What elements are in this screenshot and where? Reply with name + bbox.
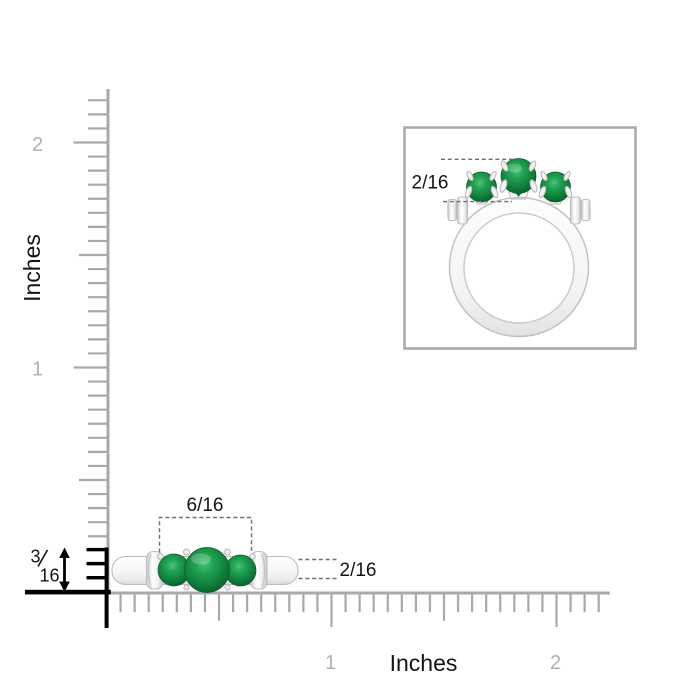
prong <box>538 185 547 199</box>
prong <box>563 170 571 182</box>
prong <box>466 170 474 182</box>
stone-highlight <box>506 163 522 173</box>
stones-width-dashed-box <box>158 516 253 553</box>
right-collar-detail <box>261 553 266 588</box>
prong-nub <box>224 548 231 556</box>
inset-emerald-right <box>540 171 571 203</box>
prong-nub <box>224 584 231 591</box>
prong-nub <box>249 553 256 560</box>
prong-nub <box>157 553 164 560</box>
band-thickness-label: 2/16 <box>340 560 377 581</box>
prong <box>489 170 497 182</box>
black-tick <box>86 576 108 580</box>
ring-shank-inner <box>463 212 575 324</box>
black-tick <box>86 561 108 566</box>
stone-highlight <box>191 553 211 565</box>
ring-shoulders <box>447 196 591 225</box>
profile-height-denominator: 16 <box>39 566 59 586</box>
inset-head-height-measurement: 2/16 <box>412 158 516 203</box>
height-scale-marks <box>25 547 111 628</box>
prong-nub <box>183 584 190 591</box>
horizontal-ruler-unit-label: Inches <box>390 650 458 676</box>
vertical-ruler-label-2: 2 <box>32 134 43 156</box>
shoulder-step <box>456 196 469 225</box>
black-tick <box>86 547 108 552</box>
band-thickness-measurement: 2/16 <box>298 558 377 581</box>
profile-height-measurement: 3 16 <box>30 547 70 592</box>
horizontal-ruler-label-1: 1 <box>325 652 336 674</box>
prong-nub <box>183 548 190 556</box>
prong <box>529 179 538 193</box>
vertical-ruler-unit-label: Inches <box>19 234 45 302</box>
left-collar-detail <box>147 553 152 588</box>
vertical-ruler-ticks <box>73 99 108 580</box>
height-arrow-head-up <box>59 547 70 558</box>
prong <box>499 179 508 193</box>
inset-prongs <box>464 160 573 199</box>
black-axis-vertical <box>104 547 109 628</box>
shoulder-step <box>447 198 458 222</box>
black-axis-baseline <box>25 589 111 595</box>
prong <box>490 185 499 199</box>
horizontal-ruler-label-2: 2 <box>550 652 561 674</box>
horizontal-ruler-ticks <box>119 594 600 628</box>
shoulder-step <box>569 196 582 225</box>
ring-side-view <box>111 547 299 593</box>
prong <box>528 160 537 172</box>
shoulder-step <box>580 198 591 222</box>
stones-width-label: 6/16 <box>187 495 224 516</box>
inset-emerald-center <box>500 158 537 194</box>
prong <box>500 160 509 172</box>
prong <box>464 185 473 199</box>
height-arrow-head-down <box>59 581 70 592</box>
vertical-ruler-label-1: 1 <box>32 359 43 381</box>
fraction-slash <box>37 549 49 567</box>
emerald-stone-center <box>184 547 230 593</box>
inset-emerald-left <box>466 171 497 203</box>
prong <box>564 185 573 199</box>
stones-width-measurement: 6/16 <box>158 495 253 553</box>
prong <box>540 170 548 182</box>
profile-height-numerator: 3 <box>30 547 40 567</box>
inset-zoom-view: 2/16 <box>403 126 637 350</box>
inset-head-height-label: 2/16 <box>412 173 449 194</box>
